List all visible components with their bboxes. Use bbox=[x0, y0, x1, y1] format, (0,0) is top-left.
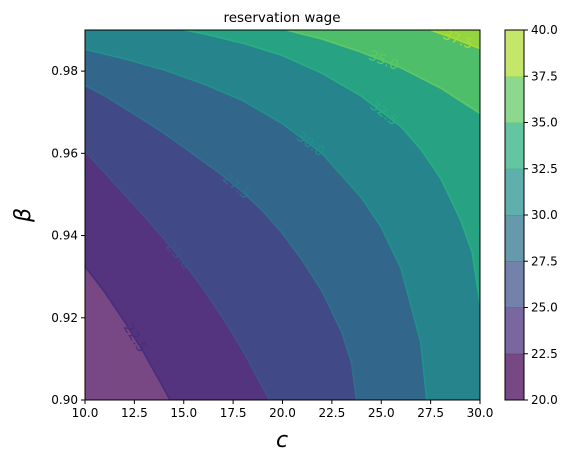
contour-line-32.5 bbox=[183, 30, 480, 304]
contour-lines bbox=[85, 30, 480, 400]
colorbar-tick-label: 20.0 bbox=[531, 393, 558, 407]
colorbar-tick-label: 27.5 bbox=[531, 254, 558, 268]
x-tick-label: 20.0 bbox=[269, 406, 296, 420]
contour-line-37.5 bbox=[430, 30, 480, 50]
x-tick-label: 17.5 bbox=[220, 406, 247, 420]
y-tick-label: 0.90 bbox=[51, 393, 78, 407]
colorbar-tick-label: 40.0 bbox=[531, 23, 558, 37]
x-axis-ticks: 10.0 12.5 15.0 17.5 20.0 22.5 25.0 27.5 30.0 bbox=[72, 400, 494, 420]
contour-band-35.0-37.5 bbox=[286, 30, 480, 114]
colorbar-segment bbox=[505, 215, 524, 262]
contour-line-35.0 bbox=[286, 30, 480, 115]
x-tick-label: 30.0 bbox=[467, 406, 494, 420]
contour-band-32.5-35.0 bbox=[183, 30, 480, 304]
colorbar-segment bbox=[505, 122, 524, 170]
contour-line-27.5 bbox=[85, 84, 358, 400]
x-tick-label: 25.0 bbox=[368, 406, 395, 420]
x-tick-label: 22.5 bbox=[319, 406, 346, 420]
contour-band-30.0-32.5 bbox=[85, 30, 480, 400]
x-axis-label: c bbox=[276, 428, 288, 453]
x-tick-label: 12.5 bbox=[121, 406, 148, 420]
y-axis-label: β bbox=[11, 208, 36, 223]
y-tick-label: 0.94 bbox=[51, 229, 78, 243]
colorbar-ticks: 20.0 22.5 25.0 27.5 30.0 32.5 35.0 37.5 40.0 bbox=[524, 23, 558, 407]
y-tick-label: 0.98 bbox=[51, 64, 78, 78]
y-axis-ticks: 0.90 0.92 0.94 0.96 0.98 bbox=[51, 64, 85, 407]
colorbar-tick-label: 37.5 bbox=[531, 69, 558, 83]
contour-line-22.5 bbox=[85, 265, 171, 400]
x-tick-label: 27.5 bbox=[417, 406, 444, 420]
colorbar bbox=[505, 30, 524, 401]
colorbar-tick-label: 25.0 bbox=[531, 301, 558, 315]
colorbar-segment bbox=[505, 168, 524, 216]
colorbar-tick-label: 32.5 bbox=[531, 162, 558, 176]
colorbar-tick-label: 30.0 bbox=[531, 208, 558, 222]
contour-fill-bands bbox=[85, 30, 480, 400]
x-tick-label: 15.0 bbox=[170, 406, 197, 420]
colorbar-segment bbox=[505, 30, 524, 77]
contour-line-25.0 bbox=[85, 150, 271, 400]
colorbar-segment bbox=[505, 353, 524, 401]
colorbar-tick-label: 35.0 bbox=[531, 116, 558, 130]
contour-band-37.5-40.0 bbox=[430, 30, 480, 49]
x-tick-label: 10.0 bbox=[72, 406, 99, 420]
y-tick-label: 0.92 bbox=[51, 311, 78, 325]
contour-line-30.0 bbox=[85, 48, 428, 400]
colorbar-segment bbox=[505, 307, 524, 355]
colorbar-segment bbox=[505, 261, 524, 308]
colorbar-segment bbox=[505, 76, 524, 123]
y-tick-label: 0.96 bbox=[51, 146, 78, 160]
colorbar-tick-label: 22.5 bbox=[531, 347, 558, 361]
chart-title: reservation wage bbox=[223, 10, 340, 26]
